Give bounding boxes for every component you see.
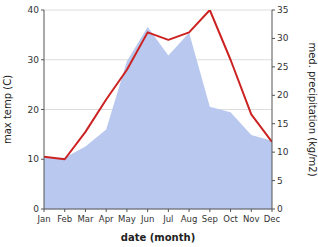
x-tick	[272, 209, 273, 212]
y-tick-label: 30	[28, 55, 40, 65]
y-tick	[41, 109, 44, 110]
x-axis-label: date (month)	[121, 232, 195, 243]
x-tick	[209, 209, 210, 212]
y2-tick	[272, 38, 275, 39]
x-tick-label: Dec	[264, 214, 281, 224]
x-tick-label: Jun	[140, 214, 154, 224]
y-axis-label: max temp (C)	[2, 75, 13, 144]
x-tick-label: Aug	[181, 214, 198, 224]
x-tick	[168, 209, 169, 212]
y2-axis-line	[272, 10, 273, 209]
y2-tick-label: 20	[277, 90, 289, 100]
y2-tick-label: 35	[277, 5, 288, 15]
grid-line	[44, 209, 272, 210]
y2-tick	[272, 95, 275, 96]
x-tick	[189, 209, 190, 212]
y2-tick	[272, 10, 275, 11]
x-tick	[230, 209, 231, 212]
y2-tick	[272, 152, 275, 153]
y2-tick-label: 15	[277, 119, 288, 129]
x-tick	[106, 209, 107, 212]
chart: 0 10 20 30 40 0 5 10 15 20 25 30 35 Jan Feb Mar Apr May Ju…	[0, 0, 318, 247]
y-tick-label: 20	[28, 105, 40, 115]
precipitation-area	[44, 27, 272, 209]
x-tick	[251, 209, 252, 212]
grid-line	[44, 10, 272, 11]
x-axis-line	[44, 209, 272, 210]
y-tick-label: 0	[33, 204, 39, 214]
y-tick	[41, 10, 44, 11]
y2-tick-label: 10	[277, 147, 289, 157]
y2-axis-label: med. precipitation (kg/m2)	[307, 42, 318, 176]
y2-tick-label: 30	[277, 33, 289, 43]
y2-tick-label: 0	[277, 204, 283, 214]
y-tick-label: 40	[28, 5, 40, 15]
x-tick-label: May	[118, 214, 136, 224]
x-tick-label: Mar	[77, 214, 94, 224]
y2-tick-label: 25	[277, 62, 288, 72]
x-tick	[44, 209, 45, 212]
x-tick	[126, 209, 127, 212]
plot-area	[44, 10, 272, 209]
x-tick-label: Nov	[243, 214, 260, 224]
y2-tick-label: 5	[277, 176, 283, 186]
x-tick-label: Oct	[223, 214, 238, 224]
x-tick-label: Jul	[162, 214, 173, 224]
y-tick	[41, 159, 44, 160]
y-tick-label: 10	[28, 154, 40, 164]
y2-tick	[272, 123, 275, 124]
grid	[44, 10, 272, 209]
axes: 0 10 20 30 40 0 5 10 15 20 25 30 35 Jan Feb Mar Apr May Ju…	[28, 5, 289, 224]
x-tick	[85, 209, 86, 212]
y2-tick	[272, 180, 275, 181]
x-tick-label: Sep	[202, 214, 218, 224]
temperature-line	[44, 10, 272, 159]
y-tick	[41, 59, 44, 60]
x-tick-label: Jan	[36, 214, 50, 224]
x-tick-label: Apr	[99, 214, 114, 224]
x-tick-label: Feb	[57, 214, 72, 224]
x-tick	[64, 209, 65, 212]
x-tick	[147, 209, 148, 212]
y2-tick	[272, 66, 275, 67]
